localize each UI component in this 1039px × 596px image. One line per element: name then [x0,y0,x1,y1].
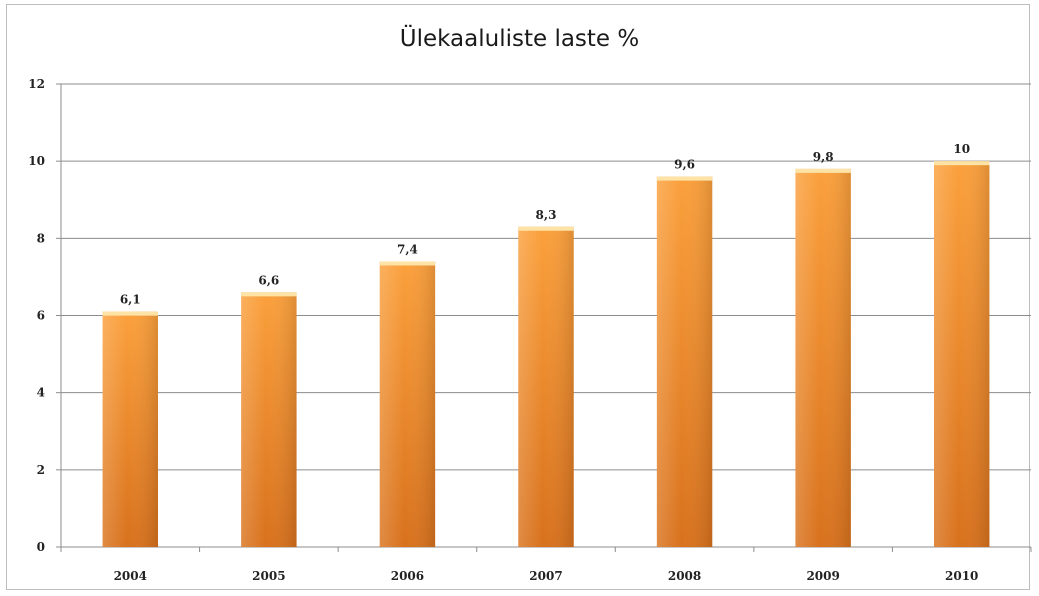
y-tick-label: 6 [37,309,45,323]
bar-top-highlight [795,168,851,173]
bar-shading [241,292,297,547]
data-label: 9,8 [813,150,834,164]
x-tick-label: 2010 [945,569,978,583]
bar-top-highlight [518,226,574,231]
y-tick-label: 0 [37,540,45,554]
bar-shading [102,311,158,547]
axes: 0 2 4 6 8 10 12 2004 2005 2006 2007 2008 2009 2010 [28,77,1032,583]
x-tick-label: 2008 [668,569,701,583]
bar-shading [934,161,990,547]
y-tick-label: 4 [37,386,45,400]
chart-frame [6,4,1030,590]
data-label: 8,3 [536,208,557,222]
x-tick-label: 2005 [252,569,285,583]
y-tick-label: 12 [28,77,45,91]
bar-top-highlight [379,261,436,266]
data-label: 10 [953,142,970,156]
y-tick-label: 2 [37,463,45,477]
x-tick-label: 2007 [529,569,562,583]
data-label: 6,6 [258,273,279,287]
bars [102,161,990,547]
data-label: 9,6 [674,158,695,172]
bar-shading [379,261,436,547]
y-tick-label: 10 [28,154,45,168]
x-tick-label: 2006 [391,569,424,583]
data-labels: 6,1 6,6 7,4 8,3 9,6 9,8 10 [120,142,970,306]
bar-top-highlight [102,311,158,316]
bar-shading [656,176,713,547]
chart-title: Ülekaaluliste laste % [399,26,640,52]
bar-top-highlight [656,176,713,181]
bar-top-highlight [241,292,297,297]
x-tick-label: 2004 [114,569,147,583]
y-tick-label: 8 [37,231,45,245]
data-label: 7,4 [397,242,418,256]
bar-shading [518,226,574,547]
x-tick-label: 2009 [806,569,839,583]
data-label: 6,1 [120,293,141,307]
bar-top-highlight [934,161,990,166]
bar-shading [795,168,851,547]
